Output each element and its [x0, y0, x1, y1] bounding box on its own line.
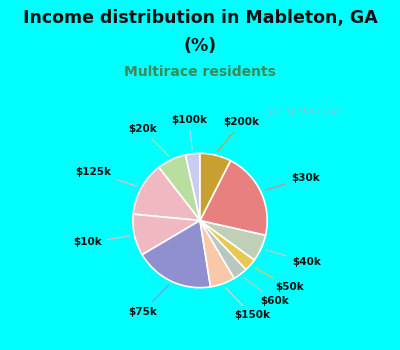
Wedge shape: [142, 220, 210, 288]
Text: (%): (%): [184, 37, 216, 55]
Text: Multirace residents: Multirace residents: [124, 65, 276, 79]
Text: $50k: $50k: [254, 267, 304, 292]
Wedge shape: [200, 220, 254, 270]
Text: $60k: $60k: [244, 278, 289, 306]
Text: $100k: $100k: [171, 115, 207, 149]
Wedge shape: [200, 220, 266, 260]
Wedge shape: [185, 153, 200, 220]
Text: Income distribution in Mableton, GA: Income distribution in Mableton, GA: [23, 9, 377, 27]
Wedge shape: [200, 153, 230, 220]
Text: $75k: $75k: [128, 285, 169, 317]
Wedge shape: [133, 167, 200, 220]
Text: ⓘ City-Data.com: ⓘ City-Data.com: [270, 107, 343, 116]
Text: $20k: $20k: [128, 124, 169, 156]
Text: $125k: $125k: [76, 167, 137, 186]
Wedge shape: [200, 220, 246, 278]
Wedge shape: [133, 214, 200, 255]
Wedge shape: [159, 155, 200, 220]
Text: $40k: $40k: [266, 250, 321, 267]
Text: $150k: $150k: [225, 287, 270, 320]
Wedge shape: [200, 220, 234, 287]
Wedge shape: [200, 161, 267, 235]
Text: $200k: $200k: [218, 118, 260, 151]
Text: $10k: $10k: [73, 236, 130, 247]
Text: $30k: $30k: [265, 173, 320, 190]
